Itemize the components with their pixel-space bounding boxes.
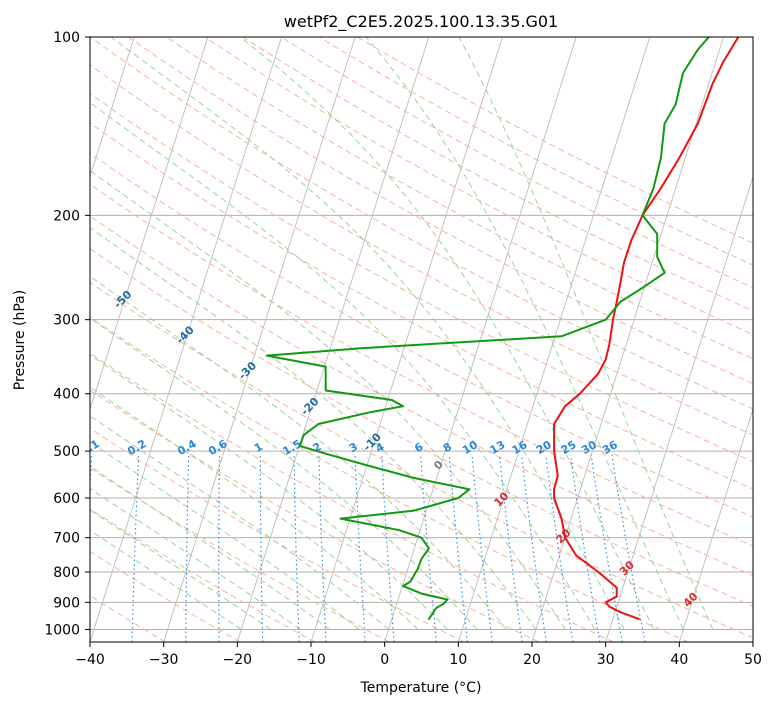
moist-adiabat xyxy=(90,227,537,630)
y-tick-label: 200 xyxy=(53,208,80,224)
dry-adiabat xyxy=(280,37,753,289)
mixing-ratio-line xyxy=(521,454,547,642)
moist-adiabat xyxy=(90,488,301,630)
temperature-line xyxy=(553,37,740,620)
isotherm-line xyxy=(90,37,135,179)
moist-adiabat xyxy=(90,169,566,630)
background-lines xyxy=(90,37,753,642)
moist-adiabat xyxy=(90,102,596,630)
moist-adiabat xyxy=(90,509,272,630)
x-tick-label: 20 xyxy=(523,652,541,668)
y-tick-label: 800 xyxy=(53,565,80,581)
axes: −40 −30 −20 −10 0 10 20 30 40 50 100 200 300 400 500 60… xyxy=(44,30,762,668)
x-axis-label: Temperature (°C) xyxy=(360,680,482,696)
mixing-ratio-label: 0.1 xyxy=(78,437,101,458)
y-axis-label: Pressure (hPa) xyxy=(12,290,28,390)
isotherm-line xyxy=(678,407,753,642)
dry-adiabat xyxy=(318,37,753,266)
y-tick-label: 700 xyxy=(53,531,80,547)
dry-adiabat xyxy=(90,352,614,642)
plot-frame xyxy=(89,36,754,643)
y-tick-label: 1000 xyxy=(44,622,80,638)
isotherm-line xyxy=(90,37,209,411)
isotherm-line xyxy=(605,175,753,642)
moist-adiabat xyxy=(90,317,478,630)
moist-adiabat xyxy=(239,37,655,630)
chart-title: wetPf2_C2E5.2025.100.13.35.G01 xyxy=(284,12,558,32)
dry-adiabat xyxy=(90,508,315,642)
y-tick-label: 300 xyxy=(53,313,80,329)
dry-adiabat xyxy=(90,316,689,642)
isotherm-line xyxy=(163,37,356,642)
mixing-ratio-line xyxy=(570,454,601,642)
dry-adiabat xyxy=(90,183,753,547)
moist-adiabat xyxy=(110,37,625,630)
series xyxy=(265,37,740,620)
x-tick-label: 40 xyxy=(670,652,688,668)
y-tick-label: 500 xyxy=(53,444,80,460)
dry-adiabat xyxy=(90,215,753,577)
moist-adiabat xyxy=(90,465,330,630)
dry-adiabat xyxy=(242,37,753,312)
x-tick-label: 10 xyxy=(449,652,467,668)
x-tick-label: −30 xyxy=(149,652,179,668)
dewpoint-line xyxy=(265,37,710,620)
x-tick-label: −40 xyxy=(75,652,105,668)
x-tick-label: 0 xyxy=(380,652,389,668)
isotherm-line xyxy=(457,37,651,642)
moist-adiabat xyxy=(90,275,507,630)
y-tick-label: 100 xyxy=(53,30,80,46)
y-tick-label: 600 xyxy=(53,491,80,507)
mixing-ratio-line xyxy=(545,454,574,642)
dry-adiabat xyxy=(90,152,753,518)
x-tick-label: −20 xyxy=(223,652,253,668)
isotherm-line xyxy=(90,37,282,642)
x-tick-label: −10 xyxy=(296,652,326,668)
dry-adiabat xyxy=(204,37,753,336)
moist-adiabat xyxy=(458,37,714,630)
dry-adiabat xyxy=(90,389,540,642)
y-tick-label: 400 xyxy=(53,387,80,403)
mixing-ratio-line xyxy=(611,454,646,642)
dry-adiabat xyxy=(357,37,753,244)
dry-adiabat xyxy=(90,248,753,607)
isotherm-line xyxy=(310,37,503,642)
isotherm-line xyxy=(384,37,577,642)
x-tick-label: 30 xyxy=(597,652,615,668)
y-tick-label: 900 xyxy=(53,595,80,611)
moist-adiabat xyxy=(90,415,389,630)
moist-adiabat xyxy=(90,386,419,630)
x-tick-label: 50 xyxy=(744,652,762,668)
dry-adiabat xyxy=(90,122,753,490)
moist-adiabat xyxy=(365,37,684,630)
